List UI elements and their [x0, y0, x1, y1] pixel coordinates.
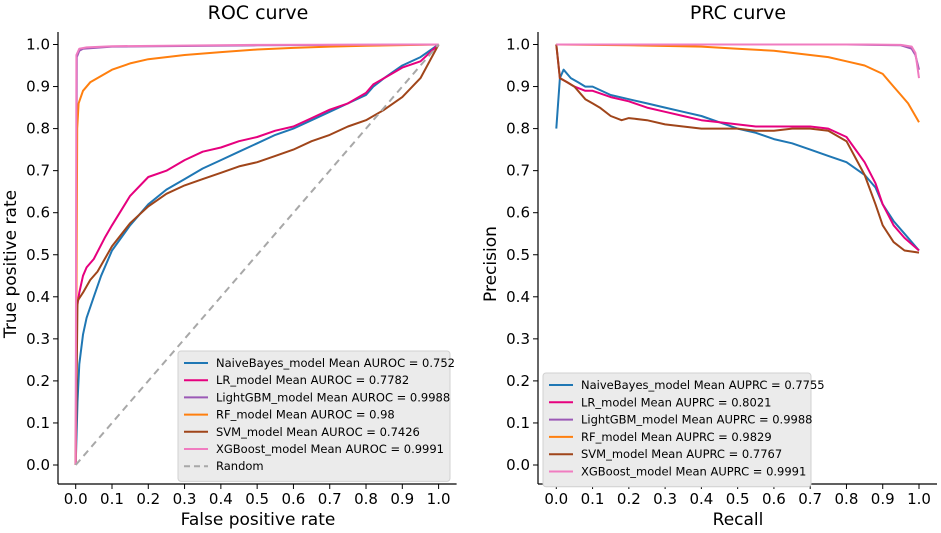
roc-y-tick-label: 1.0	[26, 36, 50, 54]
roc-chart: 0.0 0.1 0.2 0.3 0.4 0.5 0.6 0.7 0.8 0.9 1.0 0.0 0.1 0…	[1, 2, 457, 530]
prc-series-line-3	[556, 43, 920, 123]
roc-y-label: True positive rate	[1, 190, 21, 339]
roc-legend-label: SVM_model Mean AUROC = 0.7426	[216, 425, 420, 439]
roc-series-line-5	[74, 43, 439, 466]
prc-y-tick-label: 1.0	[506, 36, 530, 54]
prc-x-tick-label: 0.3	[653, 490, 677, 508]
prc-x-tick-label: 0.0	[544, 490, 568, 508]
prc-chart: 0.0 0.1 0.2 0.3 0.4 0.5 0.6 0.7 0.8 0.9 1.0 0.0 0.1 0…	[481, 2, 937, 530]
roc-x-tick-label: 0.4	[209, 490, 233, 508]
roc-y-tick-label: 0.0	[26, 456, 50, 474]
prc-x-tick-label: 0.5	[726, 490, 750, 508]
roc-x-label: False positive rate	[181, 510, 336, 530]
roc-y-tick-label: 0.2	[26, 372, 50, 390]
roc-series-line-3	[74, 43, 439, 466]
prc-y-label: Precision	[481, 226, 501, 302]
roc-series-line-0	[74, 43, 440, 466]
roc-x-tick-label: 0.5	[245, 490, 269, 508]
roc-legend-label: NaiveBayes_model Mean AUROC = 0.752	[216, 356, 455, 370]
prc-y-tick-label: 0.9	[506, 78, 530, 96]
prc-series-line-4	[555, 44, 920, 254]
roc-y-tick-label: 0.3	[26, 330, 50, 348]
roc-x-tick-label: 1.0	[427, 490, 451, 508]
roc-y-tick-label: 0.7	[26, 162, 50, 180]
prc-x-tick-label: 1.0	[907, 490, 931, 508]
roc-x-tick-label: 0.0	[64, 490, 88, 508]
roc-legend-label: Random	[216, 459, 264, 473]
prc-x-tick-label: 0.6	[762, 490, 786, 508]
roc-x-tick-label: 0.1	[100, 490, 124, 508]
prc-title: PRC curve	[690, 2, 786, 24]
prc-x-tick-label: 0.9	[871, 490, 895, 508]
roc-title: ROC curve	[208, 2, 309, 24]
prc-x-tick-label: 0.7	[798, 490, 822, 508]
roc-series-line-1	[74, 43, 440, 466]
prc-legend-label: RF_model Mean AUPRC = 0.9829	[581, 430, 772, 444]
roc-y-tick-label: 0.4	[26, 288, 50, 306]
prc-legend-label: LR_model Mean AUPRC = 0.8021	[581, 395, 771, 409]
prc-y-tick-label: 0.0	[506, 456, 530, 474]
roc-y-tick-label: 0.8	[26, 120, 50, 138]
prc-y-tick-label: 0.2	[506, 372, 530, 390]
roc-legend	[177, 350, 451, 482]
prc-legend-label: LightGBM_model Mean AUPRC = 0.9988	[581, 413, 812, 427]
prc-y-tick-label: 0.4	[506, 288, 530, 306]
prc-legend	[542, 372, 812, 488]
roc-x-tick-label: 0.7	[318, 490, 342, 508]
prc-x-tick-label: 0.2	[617, 490, 641, 508]
roc-x-tick-label: 0.8	[354, 490, 378, 508]
roc-y-tick-label: 0.1	[26, 414, 50, 432]
roc-x-tick-label: 0.3	[173, 490, 197, 508]
prc-legend-label: XGBoost_model Mean AUPRC = 0.9991	[581, 465, 806, 479]
prc-y-tick-label: 0.7	[506, 162, 530, 180]
roc-series-line-4	[74, 44, 440, 466]
roc-legend-label: XGBoost_model Mean AUROC = 0.9991	[216, 442, 444, 456]
prc-y-tick-label: 0.6	[506, 204, 530, 222]
prc-y-tick-label: 0.3	[506, 330, 530, 348]
prc-x-tick-label: 0.4	[689, 490, 713, 508]
prc-x-tick-label: 0.8	[835, 490, 859, 508]
roc-legend-label: LightGBM_model Mean AUROC = 0.9988	[216, 390, 450, 404]
roc-y-tick-label: 0.6	[26, 204, 50, 222]
roc-y-tick-label: 0.5	[26, 246, 50, 264]
roc-x-tick-label: 0.6	[282, 490, 306, 508]
roc-legend-label: LR_model Mean AUROC = 0.7782	[216, 373, 409, 387]
prc-series-line-5	[556, 43, 920, 79]
roc-legend-label: RF_model Mean AUROC = 0.98	[216, 408, 395, 422]
prc-x-label: Recall	[713, 510, 764, 530]
roc-x-tick-label: 0.2	[136, 490, 160, 508]
prc-legend-label: NaiveBayes_model Mean AUPRC = 0.7755	[581, 378, 825, 392]
prc-x-tick-label: 0.1	[581, 490, 605, 508]
prc-y-tick-label: 0.1	[506, 414, 530, 432]
prc-legend-label: SVM_model Mean AUPRC = 0.7767	[581, 447, 782, 461]
prc-y-tick-label: 0.5	[506, 246, 530, 264]
roc-series-line-6	[74, 43, 440, 466]
roc-x-tick-label: 0.9	[390, 490, 414, 508]
roc-y-tick-label: 0.9	[26, 78, 50, 96]
prc-y-tick-label: 0.8	[506, 120, 530, 138]
prc-series-line-1	[555, 44, 920, 252]
